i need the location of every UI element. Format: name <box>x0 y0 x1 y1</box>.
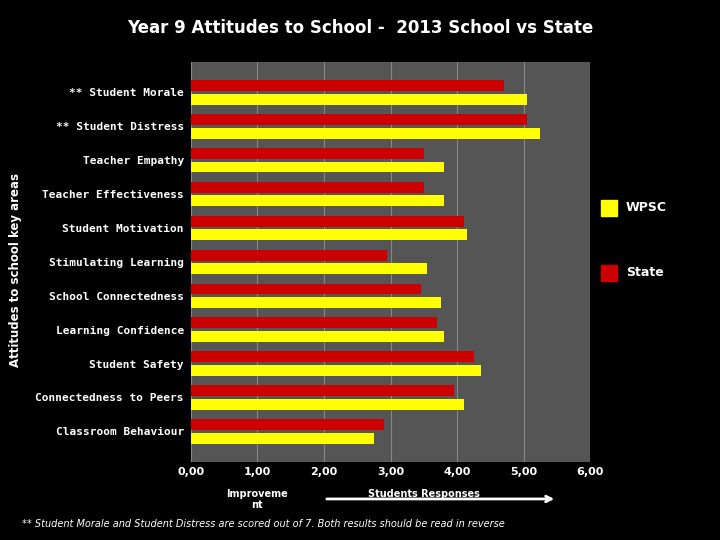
Text: State: State <box>626 266 663 279</box>
Bar <box>191 195 444 206</box>
Bar <box>191 284 420 294</box>
Bar <box>191 419 384 430</box>
Text: Year 9 Attitudes to School -  2013 School vs State: Year 9 Attitudes to School - 2013 School… <box>127 19 593 37</box>
Text: Students Responses: Students Responses <box>368 489 480 499</box>
Bar <box>191 264 427 274</box>
Bar <box>191 365 480 376</box>
Bar <box>191 127 541 139</box>
Bar <box>191 352 474 362</box>
Bar <box>191 148 424 159</box>
Bar <box>191 161 444 172</box>
Text: Improveme
nt: Improveme nt <box>227 489 288 510</box>
Bar <box>191 216 464 227</box>
Bar <box>191 385 454 396</box>
Bar <box>191 433 374 443</box>
Bar <box>191 297 441 308</box>
Bar <box>191 114 527 125</box>
Text: WPSC: WPSC <box>626 201 667 214</box>
Text: Attitudes to school key areas: Attitudes to school key areas <box>9 173 22 367</box>
Bar <box>191 331 444 342</box>
Text: ** Student Morale and Student Distress are scored out of 7. Both results should : ** Student Morale and Student Distress a… <box>22 519 504 529</box>
Bar <box>191 318 437 328</box>
Bar <box>191 94 527 105</box>
Bar <box>191 80 504 91</box>
Bar <box>191 399 464 410</box>
Bar <box>191 182 424 193</box>
Bar <box>191 249 387 260</box>
Bar <box>191 230 467 240</box>
